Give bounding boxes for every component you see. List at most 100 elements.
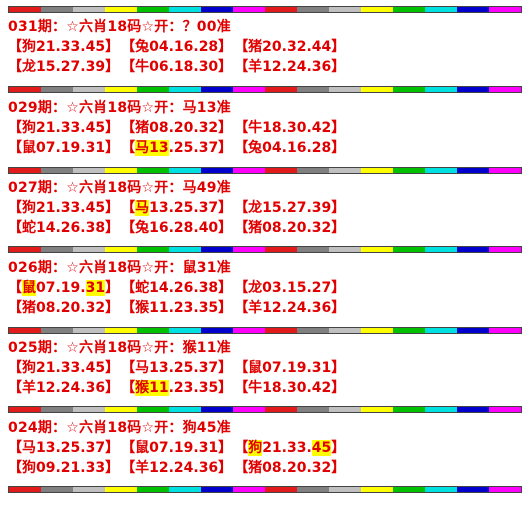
stripe-segment [105,7,137,12]
stripe-segment [169,487,201,492]
group-text: 【羊12.24.36】 [121,460,233,476]
stripe-segment [233,247,265,252]
zodiac-number-group: 【羊12.24.36】 [234,298,345,318]
group-text: 【 [8,280,22,296]
stripe-segment [41,247,73,252]
stripe-segment [105,168,137,173]
stripe-segment [41,407,73,412]
winning-highlight: 鼠 [22,280,36,296]
zodiac-row: 【鼠07.19.31】 【蛇14.26.38】 【龙03.15.27】 [8,278,522,298]
period-entry: 027期：☆六肖18码☆开：马49准 【狗21.33.45】 【马13.25.37】… [8,178,522,238]
stripe-segment [393,328,425,333]
stripe-segment [105,487,137,492]
stripe-segment [457,487,489,492]
zodiac-number-group: 45】 [311,438,346,458]
stripe-segment [393,168,425,173]
winning-highlight: 马 [135,200,150,216]
stripe-segment [329,168,361,173]
stripe-segment [425,87,457,92]
zodiac-number-group: 31】 [85,278,120,298]
stripe-segment [73,247,105,252]
stripe-segment [489,87,521,92]
group-text: .25.37】 [168,140,233,156]
period-entry: 026期：☆六肖18码☆开：鼠31准 【鼠07.19.31】 【蛇14.26.38】… [8,258,522,318]
group-text: 【 [234,440,249,456]
stripe-segment [265,407,297,412]
stripe-segment [457,168,489,173]
stripe-segment [425,328,457,333]
stripe-segment [201,328,233,333]
stripe-segment [425,407,457,412]
group-text: 【猪08.20.32】 [234,220,346,236]
stripe-segment [297,87,329,92]
color-stripe-divider [8,246,522,253]
group-text: 【马13.25.37】 [8,440,120,456]
zodiac-number-group: 【猪08.20.32】 [8,298,119,318]
group-text: 】 [331,440,346,456]
color-stripe-divider [8,86,522,93]
stripe-segment [105,87,137,92]
period-title: 029期：☆六肖18码☆开：马13准 [8,100,231,116]
stripe-segment [297,247,329,252]
zodiac-row: 【狗09.21.33】 【羊12.24.36】 【猪08.20.32】 [8,458,522,478]
stripe-segment [329,487,361,492]
stripe-segment [489,487,521,492]
period-entry: 024期：☆六肖18码☆开：狗45准 【马13.25.37】 【鼠07.19.31】… [8,418,522,478]
group-text: 【狗21.33.45】 [8,120,120,136]
stripe-segment [297,328,329,333]
stripe-segment [297,487,329,492]
group-text: 】 [105,280,120,296]
stripe-segment [361,87,393,92]
zodiac-number-group: 【狗21.33.45】 [8,37,119,57]
stripe-segment [393,407,425,412]
group-text: 21.33. [262,440,312,456]
zodiac-number-group: 【牛18.30.42】 [234,378,345,398]
stripe-segment [137,247,169,252]
winning-highlight: 狗 [248,440,263,456]
stripe-segment [425,247,457,252]
stripe-segment [393,487,425,492]
stripe-segment [169,247,201,252]
group-text: 【马13.25.37】 [121,360,233,376]
group-text: 【猪20.32.44】 [234,39,346,55]
zodiac-row: 【狗21.33.45】 【马13.25.37】 【鼠07.19.31】 [8,358,522,378]
winning-highlight: 31 [85,280,106,296]
stripe-segment [361,328,393,333]
zodiac-number-group: 【鼠07.19. [8,278,86,298]
group-text: 13.25.37】 [149,200,233,216]
group-text: 【猴11.23.35】 [121,300,233,316]
zodiac-number-group: 【羊12.24.36】 [234,57,345,77]
stripe-segment [457,7,489,12]
stripe-segment [201,87,233,92]
zodiac-number-group: 【马13.25.37】 [8,438,119,458]
stripe-segment [137,487,169,492]
zodiac-number-group: 【鼠07.19.31】 [234,358,345,378]
stripe-segment [169,328,201,333]
stripe-segment [41,87,73,92]
group-text: 【狗09.21.33】 [8,460,120,476]
group-text: 【龙15.27.39】 [234,200,346,216]
group-text: 【蛇14.26.38】 [8,220,120,236]
stripe-segment [489,328,521,333]
zodiac-number-group: 【蛇14.26.38】 [121,278,232,298]
stripe-segment [9,487,41,492]
zodiac-number-group: 【兔04.16.28】 [234,138,345,158]
group-text: 【鼠07.19.31】 [234,360,346,376]
group-text: 【羊12.24.36】 [8,380,120,396]
stripe-segment [41,168,73,173]
zodiac-row: 【猪08.20.32】 【猴11.23.35】 【羊12.24.36】 [8,298,522,318]
color-stripe-divider [8,167,522,174]
stripe-segment [265,87,297,92]
stripe-segment [425,168,457,173]
stripe-segment [41,328,73,333]
stripe-segment [265,247,297,252]
stripe-segment [137,328,169,333]
stripe-segment [137,407,169,412]
stripe-segment [457,247,489,252]
zodiac-number-group: 【兔04.16.28】 [121,37,232,57]
group-text: 【猪08.20.32】 [8,300,120,316]
stripe-segment [489,247,521,252]
zodiac-number-group: 【兔16.28.40】 [121,218,232,238]
zodiac-number-group: 【羊12.24.36】 [121,458,232,478]
group-text: 【牛06.18.30】 [121,59,233,75]
